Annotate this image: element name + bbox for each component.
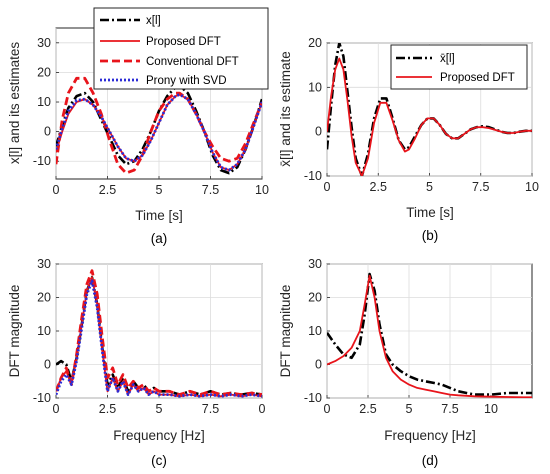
- y-tick-label: -10: [33, 154, 51, 168]
- series-line-prony-with-svd: [56, 93, 262, 172]
- x-axis-label: Frequency [Hz]: [113, 428, 205, 443]
- series-group: [56, 76, 262, 175]
- x-tick-label: 7.5: [472, 180, 489, 194]
- legend-label: Prony with SVD: [146, 75, 227, 87]
- y-tick-label: 20: [308, 36, 322, 50]
- x-tick-label: 10: [484, 402, 498, 416]
- grid-lines: [326, 263, 532, 399]
- x-tick-label: 2.5: [359, 402, 376, 416]
- x-tick-label: 7.5: [202, 402, 219, 416]
- legend: x̄[l] Proposed DFT: [390, 44, 528, 90]
- x-tick-label: 0: [53, 183, 60, 197]
- y-tick-label: 10: [308, 324, 322, 338]
- legend-label: Conventional DFT: [146, 56, 239, 68]
- x-tick-label: 5: [426, 180, 433, 194]
- series-line-proposed-dft: [327, 274, 532, 398]
- y-tick-label: 30: [37, 257, 51, 271]
- x-tick-label: 2.5: [370, 180, 387, 194]
- y-tick-label: 30: [37, 36, 51, 50]
- series-line-conventional-dft: [56, 76, 262, 175]
- legend-entry-signal: x̄[l]: [396, 53, 455, 65]
- x-tick-label: 10: [525, 180, 539, 194]
- x-tick-label: 0: [324, 402, 331, 416]
- x-tick-label: 7.5: [202, 183, 219, 197]
- legend-label: Proposed DFT: [146, 36, 221, 48]
- panel-caption: (c): [151, 453, 167, 468]
- series-line-prony-with-svd: [56, 279, 262, 398]
- y-axis-label: x[l] and its estimates: [7, 42, 22, 165]
- x-tick-label: 7.5: [441, 402, 458, 416]
- y-tick-label: 30: [308, 257, 322, 271]
- legend-label: x[l]: [146, 15, 161, 27]
- y-tick-label: 20: [308, 291, 322, 305]
- y-tick-label: 10: [37, 324, 51, 338]
- legend-entry-prony: Prony with SVD: [100, 75, 227, 87]
- x-tick-label: 5: [156, 183, 163, 197]
- x-axis-label: Time [s]: [135, 208, 183, 223]
- legend-label: x̄[l]: [440, 53, 455, 65]
- y-axis-label: DFT magnitude: [7, 285, 22, 378]
- x-tick-label: 2.5: [99, 402, 116, 416]
- y-tick-label: 0: [44, 358, 51, 372]
- series-line-conventional-dft: [56, 269, 262, 397]
- grid-lines: [55, 263, 263, 399]
- y-tick-label: 0: [315, 125, 322, 139]
- y-tick-label: -10: [304, 169, 322, 183]
- legend-box: [390, 44, 528, 90]
- x-tick-label: 0: [259, 402, 266, 416]
- x-tick-label: 0: [324, 180, 331, 194]
- panel-caption: (b): [422, 228, 439, 243]
- series-group: [327, 272, 532, 398]
- panel-caption: (d): [422, 453, 439, 468]
- series-group: [327, 43, 532, 176]
- x-tick-label: 0: [53, 402, 60, 416]
- series-line-proposed-dft: [327, 57, 532, 176]
- tick-labels: 0 2.5 5 7.5 10 -10 0 10 20 30: [33, 36, 269, 197]
- y-axis-label: x̄[l] and its estimate: [278, 51, 293, 167]
- y-tick-label: 10: [308, 80, 322, 94]
- x-tick-label: 2.5: [99, 183, 116, 197]
- legend-entry-conventional: Conventional DFT: [100, 56, 239, 68]
- y-tick-label: -10: [304, 391, 322, 405]
- legend: x[l] Proposed DFT Conventional DFT Prony…: [93, 7, 269, 90]
- x-tick-label: 5: [406, 402, 413, 416]
- legend-entry-signal: x[l]: [100, 15, 161, 27]
- x-tick-label: 5: [156, 402, 163, 416]
- y-axis-label: DFT magnitude: [278, 285, 293, 378]
- x-axis-label: Time [s]: [406, 205, 454, 220]
- legend-label: Proposed DFT: [440, 72, 515, 84]
- series-group: [56, 269, 262, 398]
- legend-entry-proposed: Proposed DFT: [100, 36, 221, 48]
- y-tick-label: 10: [37, 95, 51, 109]
- legend-entry-proposed: Proposed DFT: [396, 72, 515, 84]
- chart-panel-a: 0 2.5 5 7.5 10 -10 0 10 20 30 Time [s] x[l] and i…: [7, 7, 269, 246]
- y-tick-label: 20: [37, 291, 51, 305]
- series-line-x-l: [56, 84, 262, 175]
- y-tick-label: 0: [315, 358, 322, 372]
- y-tick-label: -10: [33, 391, 51, 405]
- panel-caption: (a): [151, 231, 168, 246]
- y-tick-label: 20: [37, 65, 51, 79]
- legend-box: [93, 7, 269, 90]
- x-tick-label: 10: [255, 183, 269, 197]
- x-axis-label: Frequency [Hz]: [384, 428, 476, 443]
- y-tick-label: 0: [44, 125, 51, 139]
- series-line-x-l: [327, 272, 532, 396]
